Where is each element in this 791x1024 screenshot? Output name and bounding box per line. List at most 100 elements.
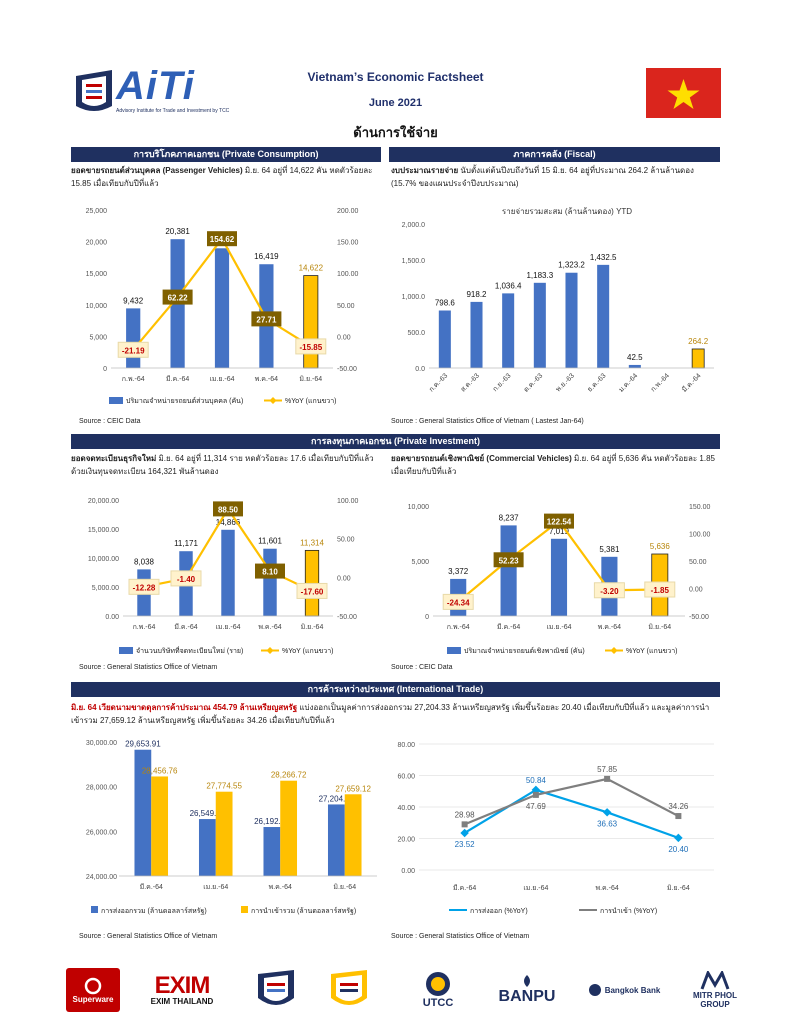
- fiscal-spending-chart: รายจ่ายรวมสะสม (ล้านล้านดอง) YTD 2,000.0 1…: [402, 207, 714, 394]
- aiti-logo: [72, 66, 232, 118]
- y2-tick-label: 0.00: [689, 587, 703, 594]
- yoy-value-label: 122.54: [547, 518, 572, 527]
- legend-bar-swatch: [119, 647, 133, 654]
- import-yoy-line: [464, 777, 679, 826]
- bar-value-label: 7,019: [549, 527, 570, 536]
- bangkok-bank-label: Bangkok Bank: [604, 985, 661, 995]
- x-tick-label: เม.ย.-64: [215, 624, 240, 631]
- bar-value-label: 14,866: [216, 518, 241, 527]
- trade-source-left: Source : General Statistics Office of Vi…: [79, 933, 218, 940]
- export-yoy-line: [464, 788, 679, 839]
- bar-value-label: 11,171: [174, 539, 198, 548]
- trade-desc-highlight: มิ.ย. 64 เวียดนามขาดดุลการค้าประมาณ 454.…: [71, 703, 298, 712]
- bar-value-label: 11,601: [258, 537, 282, 546]
- utcc-label: UTCC: [422, 997, 454, 1009]
- bar: [597, 264, 610, 368]
- x-tick-label: ก.พ.-64: [122, 376, 145, 383]
- y-tick-label: 5,000.00: [92, 585, 119, 592]
- bar-value-label: 20,381: [165, 227, 190, 236]
- bar-value-label: 798.6: [435, 299, 456, 308]
- y2-tick-label: 100.00: [337, 271, 359, 278]
- yoy-value-label: 27.71: [256, 315, 277, 324]
- y2-tick-label: 50.00: [337, 303, 355, 310]
- y-tick-label: 60.00: [397, 774, 415, 781]
- investment-source: Source : General Statistics Office of Vi…: [79, 664, 218, 671]
- x-tick-label: เม.ย.-64: [209, 376, 234, 383]
- yoy-label-box: [128, 578, 160, 595]
- trade-value-chart: 30,000.00 28,000.00 26,000.00 24,000.00 29,6…: [86, 740, 377, 915]
- bar-value-label: 264.2: [688, 337, 709, 346]
- commercial-desc-bold: ยอดขายรถยนต์เชิงพาณิชย์ (Commercial Vehi…: [391, 454, 572, 463]
- mitr-phol-label: MITR PHOL GROUP: [693, 991, 737, 1009]
- bar-value-label: 8,038: [134, 557, 155, 566]
- banpu-flame-icon: [524, 975, 530, 987]
- y2-tick-label: 150.00: [337, 240, 359, 247]
- international-trade-header: การค้าระหว่างประเทศ (International Trade…: [71, 682, 720, 697]
- x-tick-label: มี.ค.-64: [140, 883, 163, 891]
- yoy-label-box: [207, 231, 237, 247]
- y-tick-label: 20,000: [86, 240, 108, 247]
- y-tick-label: 30,000.00: [86, 740, 117, 747]
- y2-tick-label: 200.00: [337, 208, 359, 215]
- bar-value-label: 28,456.76: [142, 766, 178, 775]
- commercial-source: Source : CEIC Data: [391, 664, 453, 671]
- y2-tick-label: 50.00: [689, 559, 707, 566]
- bar-value-label: 28,266.72: [271, 771, 307, 780]
- x-tick-label: ก.ค.-63: [428, 372, 449, 393]
- yoy-label-box: [162, 289, 193, 305]
- superware-emblem-icon: [84, 977, 102, 994]
- utcc-logo: UTCC: [412, 968, 464, 1012]
- y-tick-label: 28,000.00: [86, 785, 117, 792]
- yoy-value-label: -1.85: [651, 586, 670, 595]
- import-point: [532, 791, 539, 798]
- chart-title: รายจ่ายรวมสะสม (ล้านล้านดอง) YTD: [502, 207, 632, 216]
- import-point: [461, 821, 468, 828]
- yoy-value-label: -24.34: [447, 598, 470, 607]
- y-tick-label: 26,000.00: [86, 829, 117, 836]
- yoy-value-label: -15.85: [299, 343, 322, 352]
- point-value-label: 34.26: [668, 802, 689, 811]
- y2-tick-label: 50.00: [337, 537, 355, 544]
- bar: [565, 272, 578, 368]
- investment-desc-text: มิ.ย. 64 อยู่ที่ 11,314 ราย หดตัวร้อยละ …: [71, 454, 374, 476]
- y-tick-label: 2,000.0: [402, 222, 425, 229]
- point-value-label: 36.63: [597, 819, 618, 828]
- superware-logo: Superware: [66, 968, 120, 1012]
- exim-label: EXIM THAILAND: [150, 997, 214, 1006]
- yoy-label-box: [295, 338, 327, 355]
- legend-bar-swatch: [447, 647, 461, 654]
- yoy-value-label: -1.40: [177, 575, 196, 584]
- bar: [214, 248, 230, 368]
- y2-tick-label: -50.00: [689, 614, 709, 621]
- y-tick-label: 500.0: [407, 330, 425, 337]
- x-tick-label: มี.ค.-64: [453, 884, 476, 892]
- bar-value-label: 27,659.12: [335, 784, 371, 793]
- x-tick-label: เม.ย.-64: [523, 885, 548, 892]
- y-tick-label: 5,000: [411, 559, 429, 566]
- yoy-value-label: 62.22: [168, 294, 189, 303]
- legend-bar-label: ปริมาณจำหน่ายรถยนต์เชิงพาณิชย์ (คัน): [464, 647, 585, 655]
- legend-import-label: การนำเข้า (%YoY): [600, 907, 657, 915]
- bar: [134, 749, 152, 876]
- x-tick-label: พ.ค.-64: [598, 624, 621, 631]
- bar-value-label: 11,314: [300, 538, 324, 547]
- exim-wordmark: EXIM: [154, 972, 211, 999]
- x-tick-label: ม.ค.-64: [618, 372, 640, 394]
- bar-value-label: 5,381: [599, 545, 620, 554]
- y-tick-label: 0.00: [105, 614, 119, 621]
- chamber-emblem-icon: [331, 970, 367, 1005]
- yoy-label-box: [493, 552, 524, 568]
- x-tick-label: มี.ค.-64: [174, 623, 197, 631]
- x-tick-label: มิ.ย.-64: [333, 883, 356, 891]
- legend-export-label: การส่งออกรวม (ล้านดอลลาร์สหรัฐ): [101, 907, 207, 915]
- superware-label: Superware: [72, 994, 114, 1004]
- legend-export-label: การส่งออก (%YoY): [470, 908, 528, 915]
- fiscal-desc-bold: งบประมาณรายจ่าย: [391, 166, 459, 175]
- legend-line-label: %YoY (แกนขวา): [282, 648, 333, 655]
- y-tick-label: 20.00: [397, 837, 415, 844]
- private-consumption-header: การบริโภคภาคเอกชน (Private Consumption): [71, 147, 381, 162]
- fiscal-description: งบประมาณรายจ่าย นับตั้งแต่ต้นปีงบถึงวันท…: [391, 164, 721, 190]
- legend-import-label: การนำเข้ารวม (ล้านดอลลาร์สหรัฐ): [251, 907, 356, 915]
- yoy-label-box: [442, 593, 474, 610]
- investment-desc-bold: ยอดจดทะเบียนธุรกิจใหม่: [71, 454, 157, 463]
